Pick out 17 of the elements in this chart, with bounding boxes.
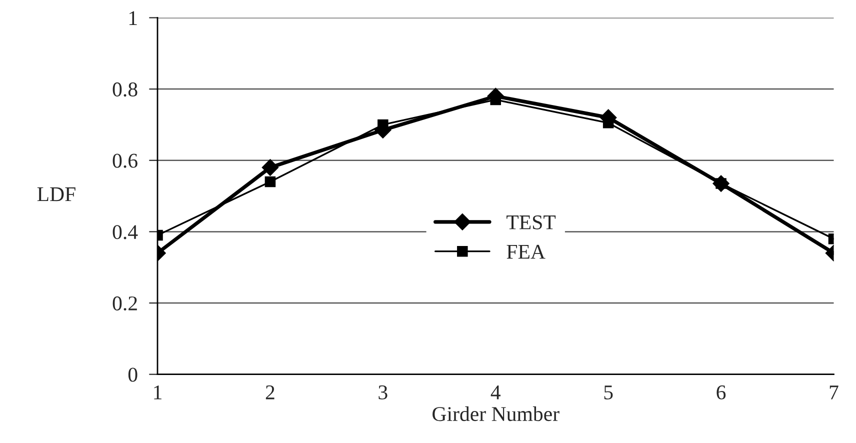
y-tick-label: 0 bbox=[128, 368, 138, 382]
x-tick-label: 1 bbox=[154, 385, 162, 400]
x-tick-label: 4 bbox=[490, 385, 501, 400]
y-tick-label: 0.6 bbox=[112, 154, 138, 168]
x-tick-label: 7 bbox=[830, 386, 838, 400]
x-tick-label: 5 bbox=[604, 386, 613, 400]
legend-label: TEST bbox=[506, 215, 556, 230]
y-tick-label: 1 bbox=[129, 11, 137, 25]
x-tick-label: 6 bbox=[716, 385, 726, 400]
y-axis-title: LDF bbox=[37, 187, 76, 202]
y-tick-label: 0.8 bbox=[112, 82, 138, 97]
legend-label: FEA bbox=[506, 244, 546, 259]
x-axis-title: Girder Number bbox=[432, 406, 560, 422]
x-tick-label: 3 bbox=[378, 385, 388, 400]
y-tick-label: 0.2 bbox=[112, 296, 137, 311]
x-tick-label: 2 bbox=[266, 385, 274, 400]
y-tick-label: 0.4 bbox=[112, 225, 138, 240]
